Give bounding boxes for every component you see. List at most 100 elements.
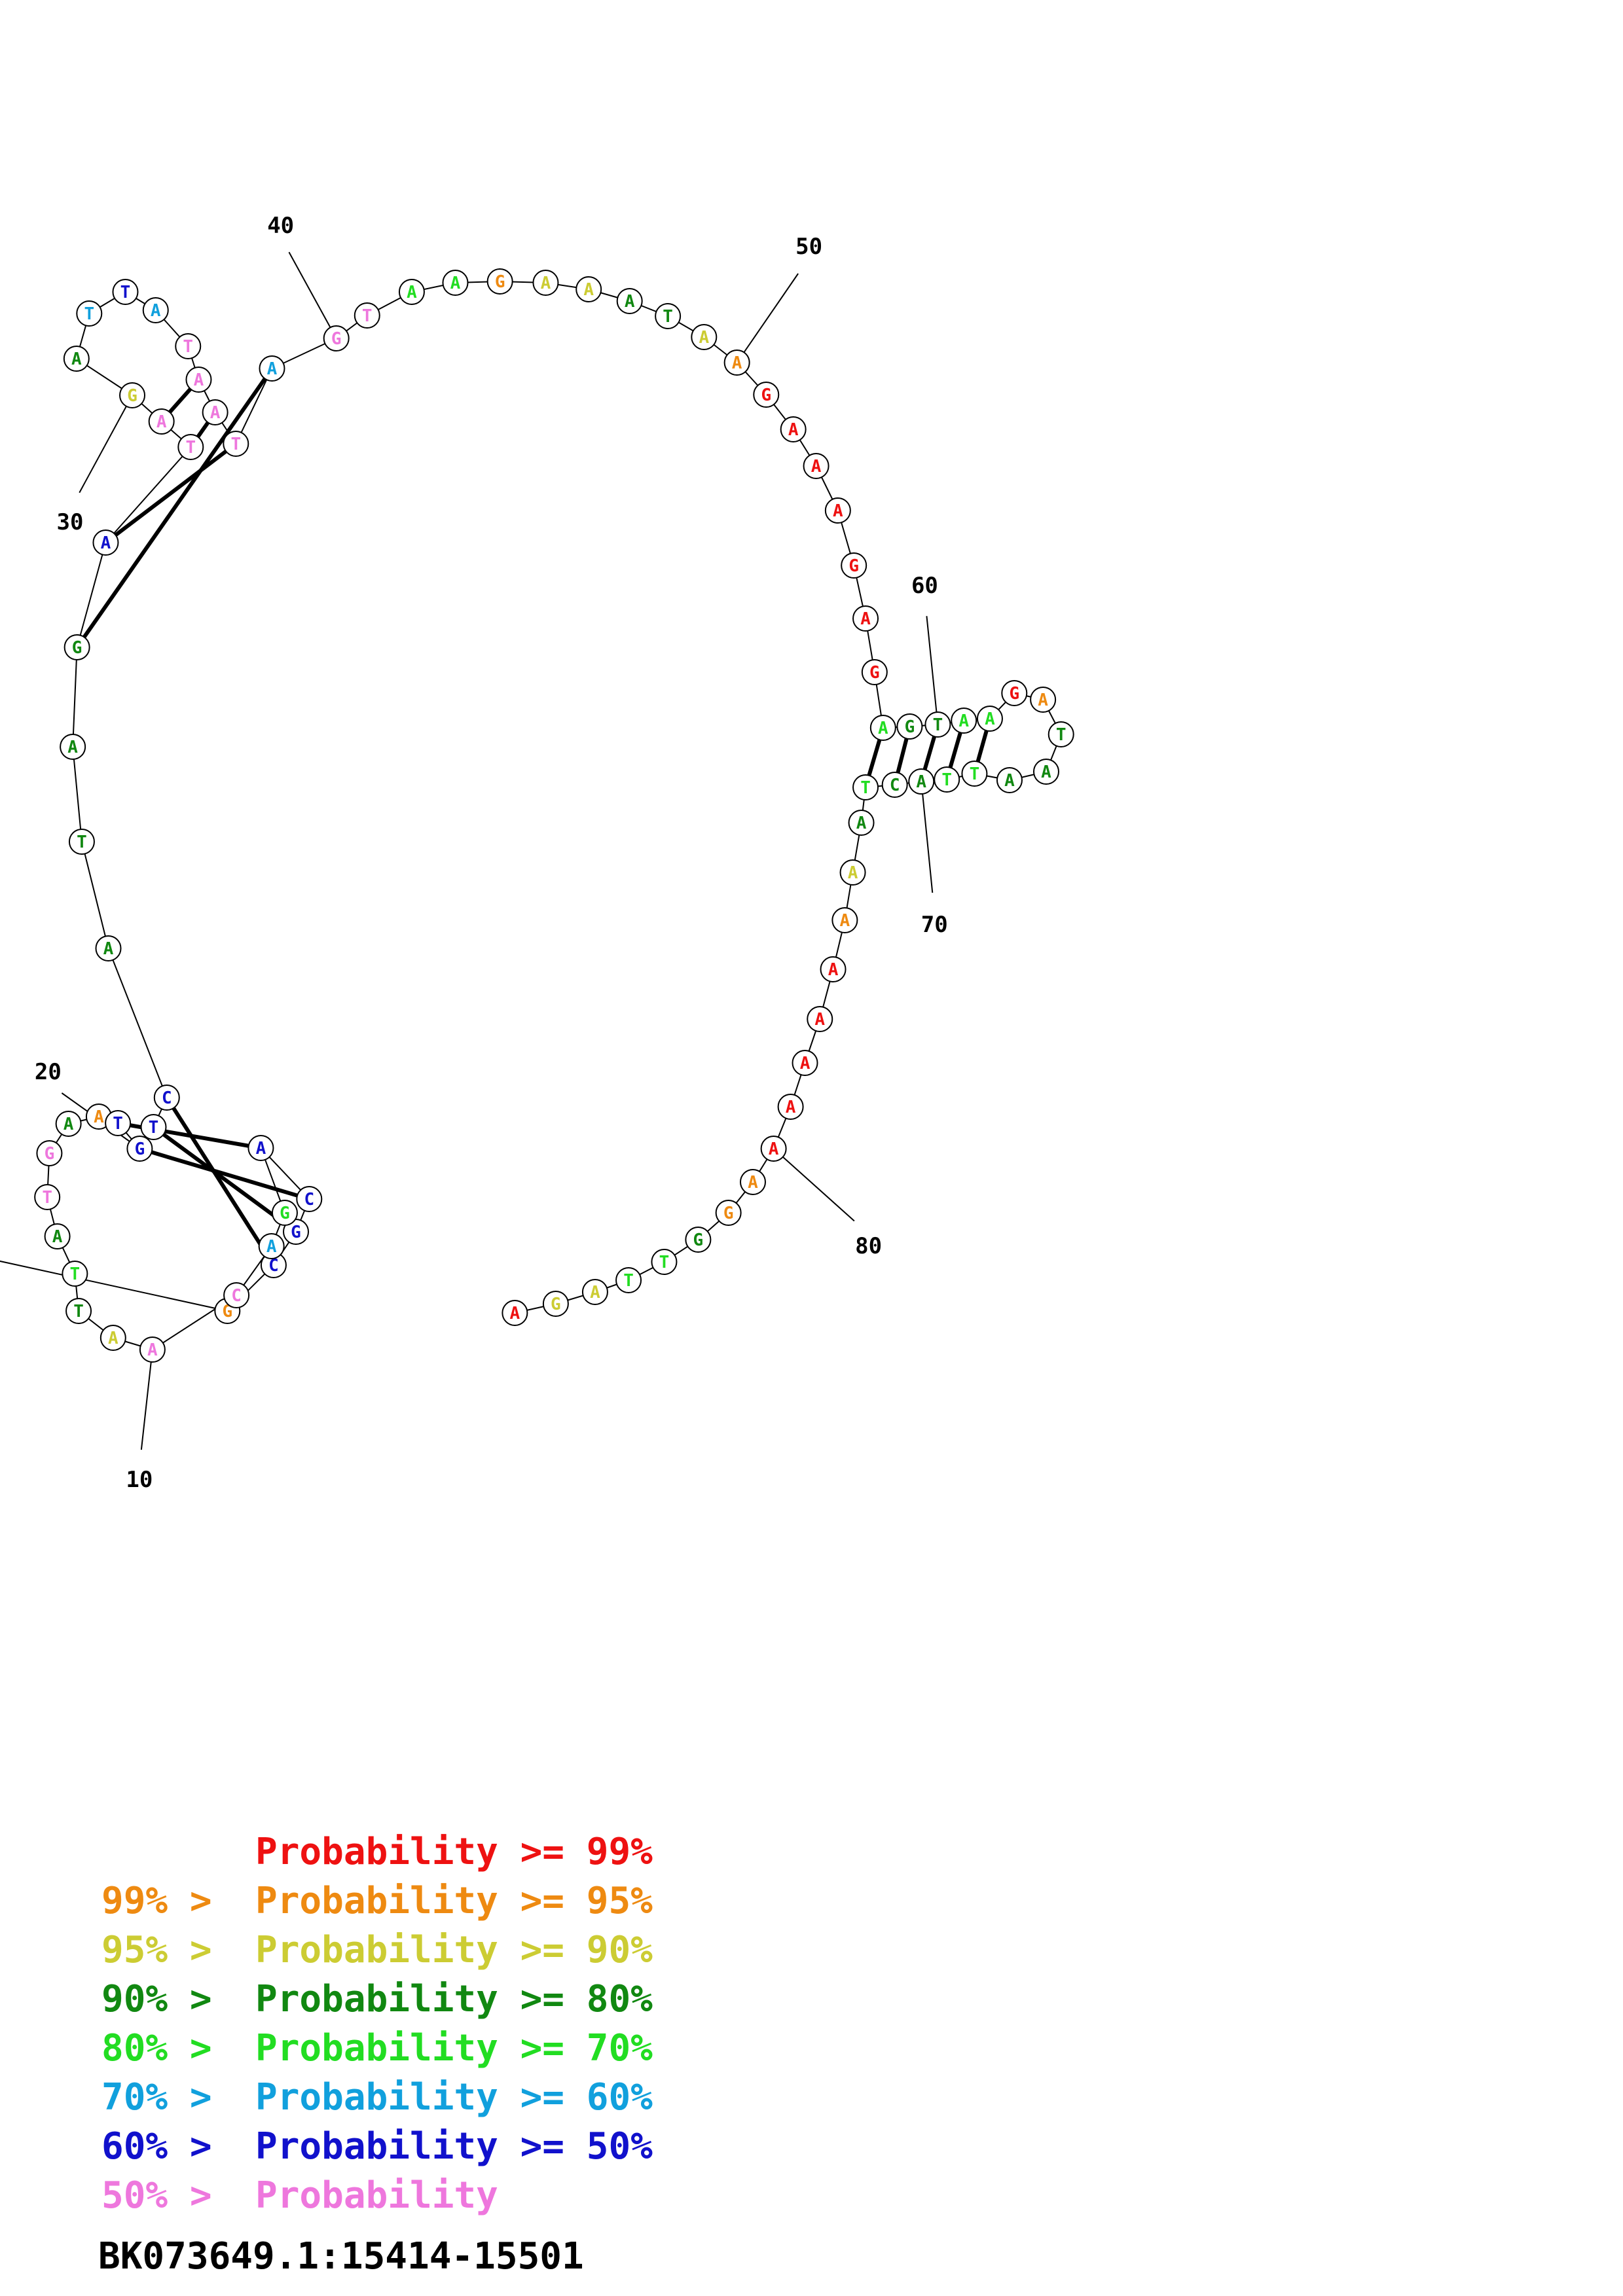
nucleotide-letter: C <box>268 1256 279 1276</box>
nucleotide: A <box>760 1136 787 1162</box>
nucleotide-circle <box>442 270 469 296</box>
nucleotide-circle <box>142 297 169 323</box>
nucleotide-circle <box>258 1233 285 1259</box>
nucleotide: T <box>62 1261 88 1287</box>
nucleotide-letter: A <box>916 772 926 792</box>
base-pair-bond <box>82 377 267 639</box>
nucleotide-letter: T <box>84 304 94 324</box>
nucleotide: T <box>68 829 95 855</box>
nucleotide: A <box>581 1279 608 1305</box>
nucleotide-circle <box>105 1110 132 1136</box>
nucleotide-circle <box>202 399 228 425</box>
nucleotide-circle <box>996 767 1023 793</box>
nucleotide-circle <box>861 659 888 685</box>
nucleotide-letter: C <box>162 1088 172 1108</box>
nucleotide-circle <box>896 713 923 740</box>
base-pair-bond <box>172 1107 269 1256</box>
position-label-leader <box>773 1148 855 1222</box>
nucleotide: T <box>655 303 682 329</box>
nucleotide: G <box>861 659 888 685</box>
position-labels: 10 20 30 40 50 60 70 80 <box>35 213 948 1493</box>
nucleotide-circle <box>839 859 866 886</box>
nucleotide-circle <box>223 1282 250 1308</box>
nucleotide: A <box>831 907 858 933</box>
nucleotide: A <box>44 1223 71 1249</box>
nucleotide-letter: A <box>266 1237 277 1257</box>
nucleotide-letter: G <box>127 386 137 406</box>
nucleotide-circle <box>247 1135 274 1161</box>
nucleotide: T <box>105 1110 132 1136</box>
nucleotide: T <box>223 431 249 457</box>
nucleotide: A <box>777 1094 804 1120</box>
nucleotide: G <box>1001 680 1028 706</box>
nucleotide-letter: G <box>551 1295 561 1314</box>
nucleotide-letter: A <box>840 911 850 931</box>
position-label: 50 <box>795 234 822 260</box>
base-pair-bond <box>196 421 210 439</box>
backbone <box>0 281 1062 1350</box>
nucleotide-letter: G <box>1009 684 1019 704</box>
nucleotide-letter: A <box>101 533 111 553</box>
nucleotide-letter: T <box>663 307 673 327</box>
nucleotide: T <box>961 761 988 787</box>
legend-text: Probability >= 95% <box>255 1880 653 1922</box>
nucleotide: G <box>283 1219 310 1245</box>
nucleotide: T <box>852 774 879 800</box>
nucleotide: A <box>807 1006 833 1032</box>
nucleotide: G <box>323 325 350 351</box>
nucleotide-letter: T <box>185 438 196 457</box>
nucleotide: A <box>723 350 750 376</box>
nucleotide-circle <box>616 288 643 314</box>
nucleotide-letter: A <box>194 370 204 390</box>
nucleotide-circle <box>126 1136 153 1162</box>
nucleotide: T <box>140 1114 167 1140</box>
nucleotide: A <box>691 324 718 350</box>
nucleotide-letter: G <box>291 1223 301 1242</box>
nucleotide-letter: A <box>71 350 82 369</box>
nucleotide-circle <box>140 1114 167 1140</box>
nucleotide-circle <box>177 434 204 460</box>
backbone-segment <box>72 746 82 842</box>
legend-prefix: 80% > <box>101 2027 234 2070</box>
nucleotide-circle <box>934 766 960 793</box>
nucleotide: G <box>753 382 780 408</box>
nucleotide-circle <box>780 416 807 442</box>
nucleotide-circle <box>44 1223 71 1249</box>
nucleotide: G <box>896 713 923 740</box>
nucleotide-letter: T <box>183 337 193 357</box>
nucleotide: T <box>354 302 380 329</box>
nucleotide: A <box>852 605 879 632</box>
nucleotide: T <box>65 1298 92 1324</box>
nucleotide-letter: A <box>210 403 221 423</box>
nucleotide-circle <box>824 497 851 524</box>
nucleotide-circle <box>651 1249 678 1275</box>
base-pair-bond <box>168 387 192 414</box>
nucleotide-letter: A <box>256 1139 266 1158</box>
nucleotide-letter: A <box>1038 691 1048 710</box>
backbone-segment <box>76 542 107 648</box>
nucleotide-letter: A <box>786 1098 796 1117</box>
nucleotide: T <box>34 1184 61 1210</box>
nucleotide-letter: A <box>108 1329 119 1348</box>
nucleotide-circle <box>1030 687 1057 713</box>
nucleotide: C <box>260 1252 287 1278</box>
base-pair-bond <box>867 739 882 776</box>
nucleotide-circle <box>175 333 202 359</box>
nucleotide: T <box>175 333 202 359</box>
nucleotide-circle <box>852 774 879 800</box>
nucleotide-letter: T <box>113 1114 123 1134</box>
nucleotide-letter: A <box>1004 771 1015 791</box>
nucleotide-circle <box>760 1136 787 1162</box>
position-label: 40 <box>267 213 294 239</box>
nucleotide-circle <box>908 768 935 795</box>
position-label: 60 <box>911 573 938 599</box>
nucleotide-letter: T <box>120 283 131 302</box>
nucleotide: A <box>839 859 866 886</box>
nucleotide-letter: A <box>811 457 822 476</box>
position-label-leader <box>736 273 799 363</box>
nucleotide: C <box>296 1186 323 1212</box>
nucleotide-letter: A <box>769 1139 779 1159</box>
nucleotide-circle <box>820 956 847 982</box>
nucleotide-circle <box>223 431 249 457</box>
nucleotide-circle <box>112 279 139 305</box>
